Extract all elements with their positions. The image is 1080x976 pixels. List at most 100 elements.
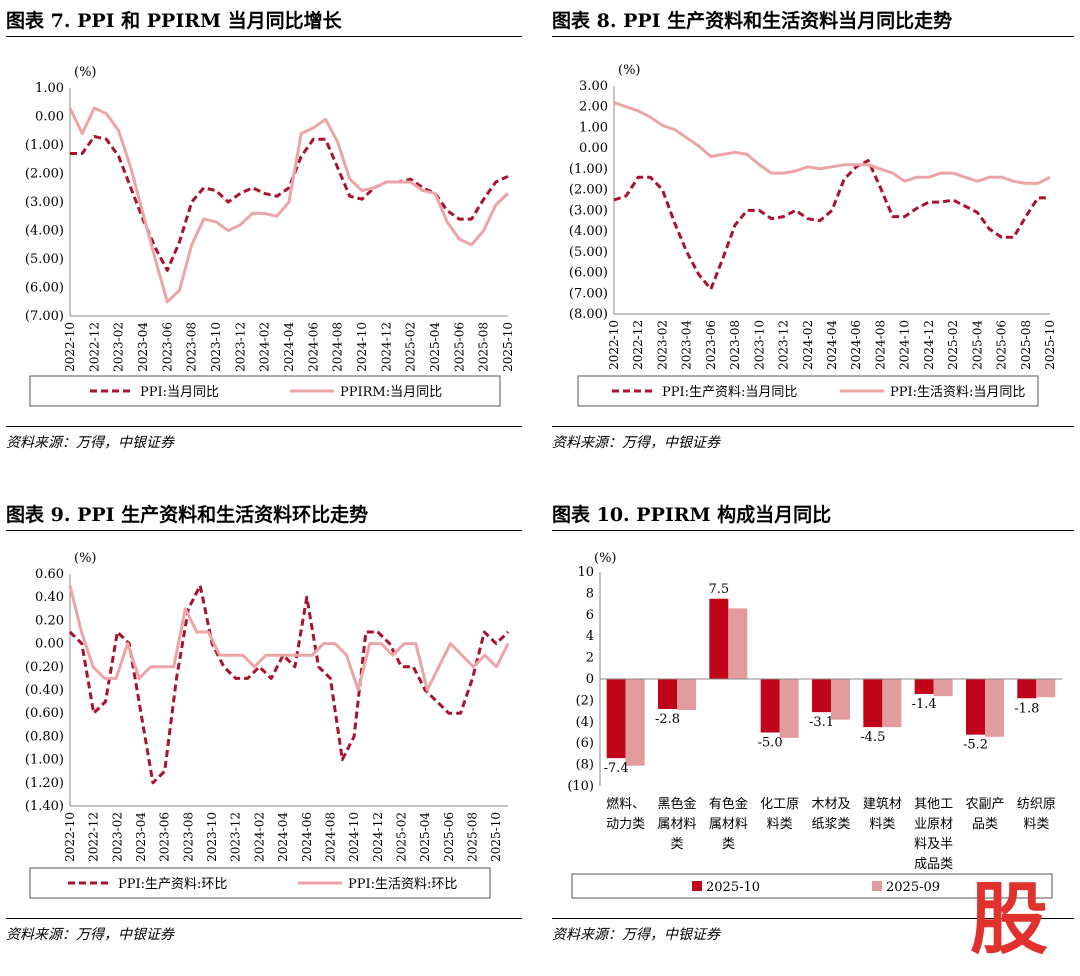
x-tick-label: 2023-08 — [181, 812, 195, 862]
x-tick-label: 2025-06 — [995, 320, 1009, 370]
bar-2025-09 — [625, 679, 645, 766]
legend-swatch — [872, 881, 882, 891]
source-rule — [6, 918, 522, 919]
category-label: 类 — [670, 837, 683, 852]
category-label: 其他工 — [914, 797, 953, 812]
source-note: 资料来源：万得，中银证券 — [552, 435, 720, 451]
y-tick-label: (7.00) — [25, 309, 64, 324]
x-tick-label: 2024-12 — [379, 322, 393, 372]
bar-2025-09 — [985, 679, 1004, 737]
bar-2025-10 — [606, 679, 626, 759]
legend-label: PPI:生产资料:当月同比 — [662, 385, 797, 400]
x-tick-label: 2023-06 — [704, 320, 718, 370]
category-label: 农副产 — [965, 797, 1004, 812]
x-tick-label: 2022-10 — [607, 320, 621, 370]
source-rule — [6, 426, 522, 427]
y-tick-label: (0.20) — [25, 660, 64, 675]
x-tick-label: 2025-10 — [1043, 320, 1057, 370]
x-tick-label: 2025-02 — [946, 320, 960, 370]
x-tick-label: 2024-10 — [355, 322, 369, 372]
x-tick-label: 2025-10 — [501, 322, 515, 372]
x-tick-label: 2024-08 — [331, 322, 345, 372]
bar-2025-10 — [760, 679, 780, 733]
x-tick-label: 2022-12 — [87, 812, 101, 862]
legend-box — [577, 375, 1039, 407]
category-label: 属材料 — [709, 817, 748, 832]
bar-2025-09 — [1036, 679, 1056, 698]
legend-label: PPI:当月同比 — [140, 385, 219, 400]
y-tick-label: (5.00) — [569, 245, 608, 260]
y-tick-label: (6.00) — [569, 266, 608, 281]
y-tick-label: (0.80) — [25, 729, 64, 744]
panel-title: 图表 9. PPI 生产资料和生活资料环比走势 — [6, 504, 369, 526]
bar-2025-09 — [831, 679, 850, 720]
y-tick-label: 10 — [577, 565, 594, 580]
source-note: 资料来源：万得，中银证券 — [6, 927, 174, 943]
y-tick-label: 6 — [586, 608, 594, 623]
x-tick-label: 2023-02 — [655, 320, 669, 370]
category-label: 成品类 — [914, 857, 953, 872]
x-tick-label: 2025-04 — [418, 812, 432, 862]
bar-2025-10 — [1017, 679, 1037, 699]
unit-label: (%) — [618, 63, 641, 78]
title-rule — [6, 36, 522, 37]
y-tick-label: 2.00 — [579, 100, 608, 115]
y-tick-label: (1.20) — [25, 776, 64, 791]
x-tick-label: 2024-02 — [252, 812, 266, 862]
x-tick-label: 2024-12 — [371, 812, 385, 862]
bar-2025-10 — [709, 598, 729, 679]
title-rule — [552, 36, 1074, 37]
data-label: -1.4 — [912, 697, 937, 712]
y-tick-label: 4 — [586, 629, 594, 644]
data-label: -5.0 — [758, 736, 783, 751]
x-tick-label: 2022-10 — [63, 322, 77, 372]
bar-2025-10 — [863, 679, 883, 728]
x-tick-label: 2023-08 — [185, 322, 199, 372]
x-tick-label: 2024-02 — [801, 320, 815, 370]
bar-2025-09 — [779, 679, 799, 738]
series-line-2 — [68, 106, 510, 304]
category-label: 料类 — [1023, 817, 1049, 832]
y-tick-label: (1.00) — [569, 162, 608, 177]
category-label: 建筑材 — [863, 796, 902, 812]
x-tick-label: 2023-10 — [752, 320, 766, 370]
y-tick-label: (8) — [576, 758, 594, 773]
panel-title: 图表 8. PPI 生产资料和生活资料当月同比走势 — [552, 10, 953, 32]
x-tick-label: 2025-04 — [970, 320, 984, 370]
x-tick-label: 2023-10 — [205, 812, 219, 862]
category-label: 属材料 — [657, 817, 696, 832]
series-line-2 — [68, 585, 510, 692]
bar-2025-10 — [914, 679, 934, 694]
chart-ppi-producer-consumer-mom: (%) (1.40) (1.20) (1.00) (0.80) (0.60) (0.40) (… — [25, 551, 510, 899]
panel-title: 图表 7. PPI 和 PPIRM 当月同比增长 — [6, 10, 342, 32]
bar-2025-10 — [966, 679, 985, 735]
bar-2025-10 — [812, 679, 831, 713]
data-label: -3.1 — [809, 715, 834, 730]
panel-ppi-producer-consumer-yoy: 图表 8. PPI 生产资料和生活资料当月同比走势 (%) (8.00) (7.00… — [552, 6, 1074, 456]
x-tick-label: 2023-06 — [160, 322, 174, 372]
category-label: 料及半 — [914, 837, 953, 852]
series-line-1 — [68, 584, 510, 785]
legend-box — [571, 873, 1053, 899]
y-tick-label: 0.20 — [35, 613, 64, 628]
x-tick-label: 2023-10 — [209, 322, 223, 372]
x-tick-label: 2022-12 — [87, 322, 101, 372]
x-tick-label: 2023-12 — [229, 812, 243, 862]
panel-title: 图表 10. PPIRM 构成当月同比 — [552, 504, 832, 526]
y-tick-label: (2) — [576, 693, 594, 708]
x-tick-label: 2023-02 — [110, 812, 124, 862]
panel-ppi-ppirm-yoy: 图表 7. PPI 和 PPIRM 当月同比增长 (%) (7.00) (6.00)… — [6, 6, 522, 456]
category-label: 化工原 — [760, 797, 799, 812]
data-label: -4.5 — [860, 730, 885, 745]
legend-label: 2025-10 — [706, 880, 760, 895]
chart-ppi-producer-consumer-yoy: (%) (8.00) (7.00) (6.00) (5.00) (4.00) (3.00) (… — [569, 63, 1057, 407]
y-tick-label: 0.00 — [35, 637, 64, 652]
y-tick-label: 2 — [586, 651, 594, 666]
x-tick-label: 2024-02 — [258, 322, 272, 372]
y-tick-label: (5.00) — [25, 252, 64, 267]
legend-box — [29, 867, 491, 899]
category-label: 料类 — [869, 817, 895, 832]
y-tick-label: (10) — [567, 779, 594, 794]
x-tick-label: 2024-12 — [922, 320, 936, 370]
category-label: 有色金 — [709, 796, 748, 812]
